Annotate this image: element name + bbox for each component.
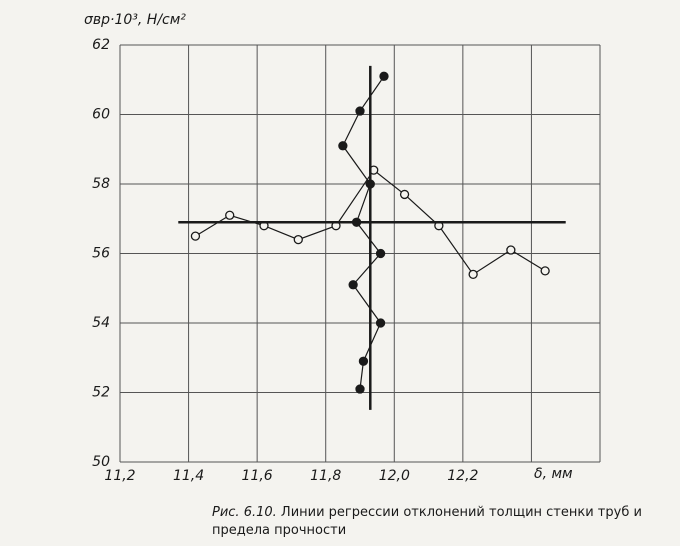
point <box>358 356 369 366</box>
point <box>355 106 365 116</box>
x-tick-label: 12,0 <box>379 468 410 484</box>
caption-text: Линии регрессии отклонений толщин стенки… <box>212 505 642 538</box>
point <box>506 245 516 255</box>
y-tick-label: 54 <box>92 315 110 331</box>
x-axis-label: δ, мм <box>534 466 573 482</box>
series-line <box>342 75 385 390</box>
y-tick-label: 50 <box>92 454 110 470</box>
caption: Рис. 6.10. Линии регрессии отклонений то… <box>212 504 672 540</box>
x-tick-label: 11,8 <box>310 468 341 484</box>
x-tick-label: 11,4 <box>173 468 204 484</box>
y-axis-label: σвр·10³, Н/см² <box>84 12 186 28</box>
point <box>375 248 386 259</box>
x-tick-label: 11,6 <box>242 468 273 484</box>
chart: σвр·10³, Н/см² δ, мм 50 52 54 56 58 60 62 11,2 1… <box>84 12 601 484</box>
y-tick-label: 58 <box>92 176 110 192</box>
point <box>355 384 365 394</box>
point <box>338 141 348 151</box>
y-tick-label: 56 <box>92 246 110 262</box>
x-tick-label: 12,2 <box>447 468 478 484</box>
point <box>379 71 389 81</box>
point <box>468 269 478 280</box>
point <box>399 189 410 200</box>
point <box>293 234 303 245</box>
point <box>348 280 358 290</box>
y-tick-label: 62 <box>92 37 110 53</box>
point <box>375 318 386 328</box>
point <box>225 210 235 220</box>
point <box>540 266 550 276</box>
figure-number: Рис. 6.10. <box>212 505 277 520</box>
y-tick-label: 60 <box>92 107 110 123</box>
y-tick-label: 52 <box>92 385 110 401</box>
x-tick-label: 11,2 <box>104 468 135 484</box>
point <box>190 231 201 241</box>
